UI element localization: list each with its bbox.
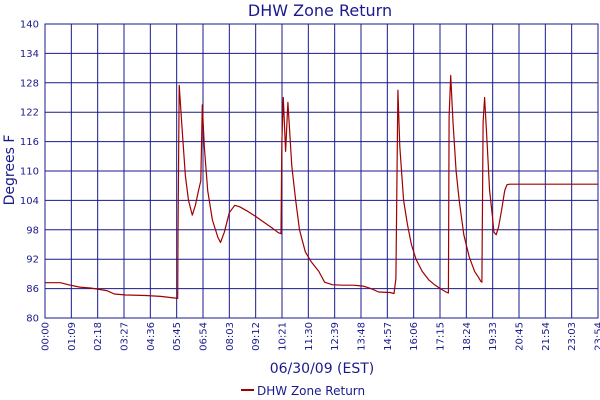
x-tick-label: 11:30 [304, 322, 315, 351]
series-group [45, 74, 598, 299]
x-tick-label: 03:27 [120, 322, 131, 351]
y-tick-label: 80 [26, 314, 39, 325]
y-tick-label: 110 [20, 167, 39, 178]
x-tick-label: 05:45 [172, 322, 183, 351]
x-tick-label: 23:54 [594, 322, 600, 351]
x-tick-label: 04:36 [146, 322, 157, 351]
x-tick-label: 06:54 [199, 322, 210, 351]
x-tick-label: 18:24 [462, 322, 473, 351]
plot-frame [44, 23, 599, 319]
x-tick-label: 00:00 [41, 322, 52, 351]
y-tick-label: 86 [26, 284, 39, 295]
x-tick-label: 13:48 [357, 322, 368, 351]
x-tick-label: 19:33 [488, 322, 499, 351]
x-tick-label: 02:18 [93, 322, 104, 351]
x-tick-label: 21:54 [541, 322, 552, 351]
y-tick-labels: 80 86 92 98 104 110 116 122 128 134 140 [20, 20, 39, 325]
x-tick-label: 16:06 [409, 322, 420, 351]
y-tick-label: 128 [20, 78, 39, 89]
x-tick-label: 01:09 [67, 322, 78, 351]
x-tick-label: 09:12 [251, 322, 262, 351]
x-tick-label: 12:39 [330, 322, 341, 351]
y-tick-label: 134 [20, 49, 39, 60]
x-axis-label: 06/30/09 (EST) [270, 361, 375, 377]
legend-label: DHW Zone Return [257, 384, 365, 398]
y-tick-label: 104 [20, 196, 39, 207]
grid [44, 23, 599, 319]
y-tick-label: 140 [20, 20, 39, 31]
legend: DHW Zone Return [241, 384, 365, 398]
x-tick-label: 10:21 [278, 322, 289, 351]
y-tick-label: 116 [20, 137, 39, 148]
y-axis-label: Degrees F [2, 135, 18, 206]
y-tick-label: 122 [20, 108, 39, 119]
x-tick-label: 20:45 [515, 322, 526, 351]
x-tick-label: 14:57 [383, 322, 394, 351]
x-tick-label: 08:03 [225, 322, 236, 351]
x-tick-label: 17:15 [436, 322, 447, 351]
chart-title: DHW Zone Return [248, 1, 392, 20]
x-tick-label: 23:03 [567, 322, 578, 351]
y-tick-label: 98 [26, 225, 39, 236]
series-line [45, 74, 598, 299]
y-tick-label: 92 [26, 255, 39, 266]
x-tick-labels: 00:00 01:09 02:18 03:27 04:36 05:45 06:54 08:03… [41, 322, 600, 351]
